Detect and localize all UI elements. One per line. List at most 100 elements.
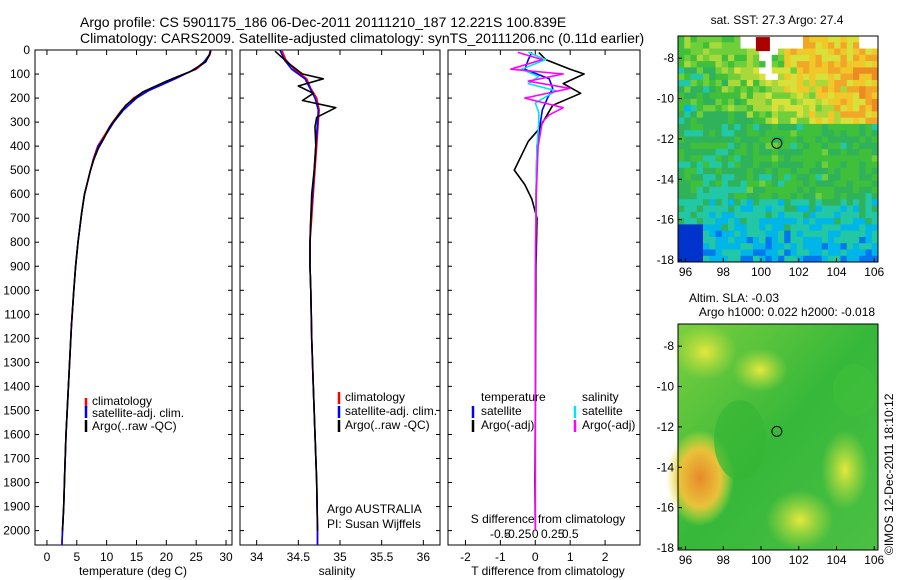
x-tick-label: 34.5: [287, 550, 311, 564]
sst-cell: [753, 142, 760, 150]
sst-cell: [803, 79, 810, 87]
sst-cell: [778, 36, 785, 43]
sst-cell: [696, 36, 704, 43]
sst-cell: [690, 61, 698, 68]
sst-cell: [846, 155, 854, 162]
sst-cell: [859, 48, 866, 56]
sst-cell: [696, 149, 704, 156]
sst-cell: [803, 117, 810, 125]
sst-cell: [715, 54, 723, 62]
sst-cell: [728, 79, 735, 87]
sst-cell: [690, 230, 698, 238]
sst-cell: [740, 249, 748, 257]
sst-cell: [778, 180, 785, 188]
x-tick-label: 25: [190, 550, 204, 564]
sst-cell: [734, 98, 741, 106]
sst-cell: [828, 61, 835, 68]
sst-cell: [753, 243, 760, 250]
sst-cell: [753, 180, 760, 188]
sst-cell: [678, 86, 685, 93]
sst-cell: [865, 211, 873, 219]
difference-legend: temperature salinity satellite Argo(-adj…: [471, 390, 635, 432]
sst-cell: [859, 149, 866, 156]
sst-cell: [809, 73, 816, 81]
x-tick-label: 15: [130, 550, 144, 564]
sst-cell: [684, 117, 691, 125]
sst-cell: [715, 73, 723, 81]
sst-cell: [684, 48, 691, 56]
sst-cell: [796, 42, 804, 49]
sst-cell: [734, 199, 741, 206]
sst-cell: [746, 180, 754, 188]
sst-cell: [696, 155, 704, 162]
sst-cell: [815, 42, 823, 49]
sst-cell: [859, 180, 866, 188]
sst-cell: [846, 142, 854, 150]
sst-cell: [871, 130, 878, 137]
sst-cell: [771, 243, 779, 250]
sst-cell: [728, 193, 735, 200]
sst-cell: [728, 98, 735, 106]
sst-cell: [828, 180, 835, 188]
sst-cell: [696, 79, 704, 87]
sst-cell: [846, 105, 854, 112]
sst-cell: [871, 136, 878, 144]
sst-cell: [690, 205, 698, 213]
sst-cell: [740, 186, 748, 194]
sst-cell: [803, 174, 810, 181]
sst-cell: [759, 211, 766, 219]
sst-cell: [834, 67, 841, 75]
sst-cell: [746, 36, 754, 43]
sst-cell: [865, 199, 873, 206]
sst-cell: [740, 98, 748, 106]
sst-cell: [690, 105, 698, 112]
sst-cell: [821, 211, 829, 219]
sst-cell: [690, 243, 698, 250]
sst-cell: [709, 79, 716, 87]
sst-cell: [696, 98, 704, 106]
sst-cell: [696, 243, 704, 250]
sst-cell: [721, 36, 729, 43]
sst-cell: [809, 180, 816, 188]
sst-cell: [790, 61, 798, 68]
difference-series: [509, 51, 585, 531]
sst-cell: [840, 155, 848, 162]
sst-cell: [740, 211, 748, 219]
sst-cell: [678, 36, 685, 43]
sst-cell: [815, 48, 823, 56]
sst-cell: [771, 193, 779, 200]
sst-cell: [703, 249, 710, 257]
map-x-tick-label: 104: [826, 265, 846, 279]
sst-cell: [734, 67, 741, 75]
sst-cell: [853, 42, 860, 49]
sst-cell: [765, 61, 773, 68]
sst-cell: [834, 186, 841, 194]
sst-cell: [759, 155, 766, 162]
sst-cell: [771, 117, 779, 125]
sst-cell: [865, 243, 873, 250]
sst-cell: [815, 123, 823, 131]
sst-cell: [696, 123, 704, 131]
sst-cell: [753, 249, 760, 257]
sst-cell: [865, 36, 873, 43]
sst-cell: [740, 149, 748, 156]
x-tick-label: 35.5: [370, 550, 394, 564]
sst-cell: [778, 67, 785, 75]
sst-cell: [728, 48, 735, 56]
sst-cell: [753, 205, 760, 213]
sst-cell: [684, 42, 691, 49]
sst-cell: [784, 180, 791, 188]
sst-cell: [846, 149, 854, 156]
sst-cell: [828, 111, 835, 119]
sst-cell: [865, 123, 873, 131]
sst-cell: [721, 42, 729, 49]
sst-cell: [834, 142, 841, 150]
sst-cell: [684, 155, 691, 162]
x-tick-label: 0: [44, 550, 51, 564]
sst-cell: [809, 193, 816, 200]
sst-cell: [865, 224, 873, 232]
salinity-series: [274, 50, 337, 545]
sst-cell: [803, 193, 810, 200]
s-tick-label: 0.5: [562, 527, 579, 541]
sst-cell: [871, 155, 878, 162]
